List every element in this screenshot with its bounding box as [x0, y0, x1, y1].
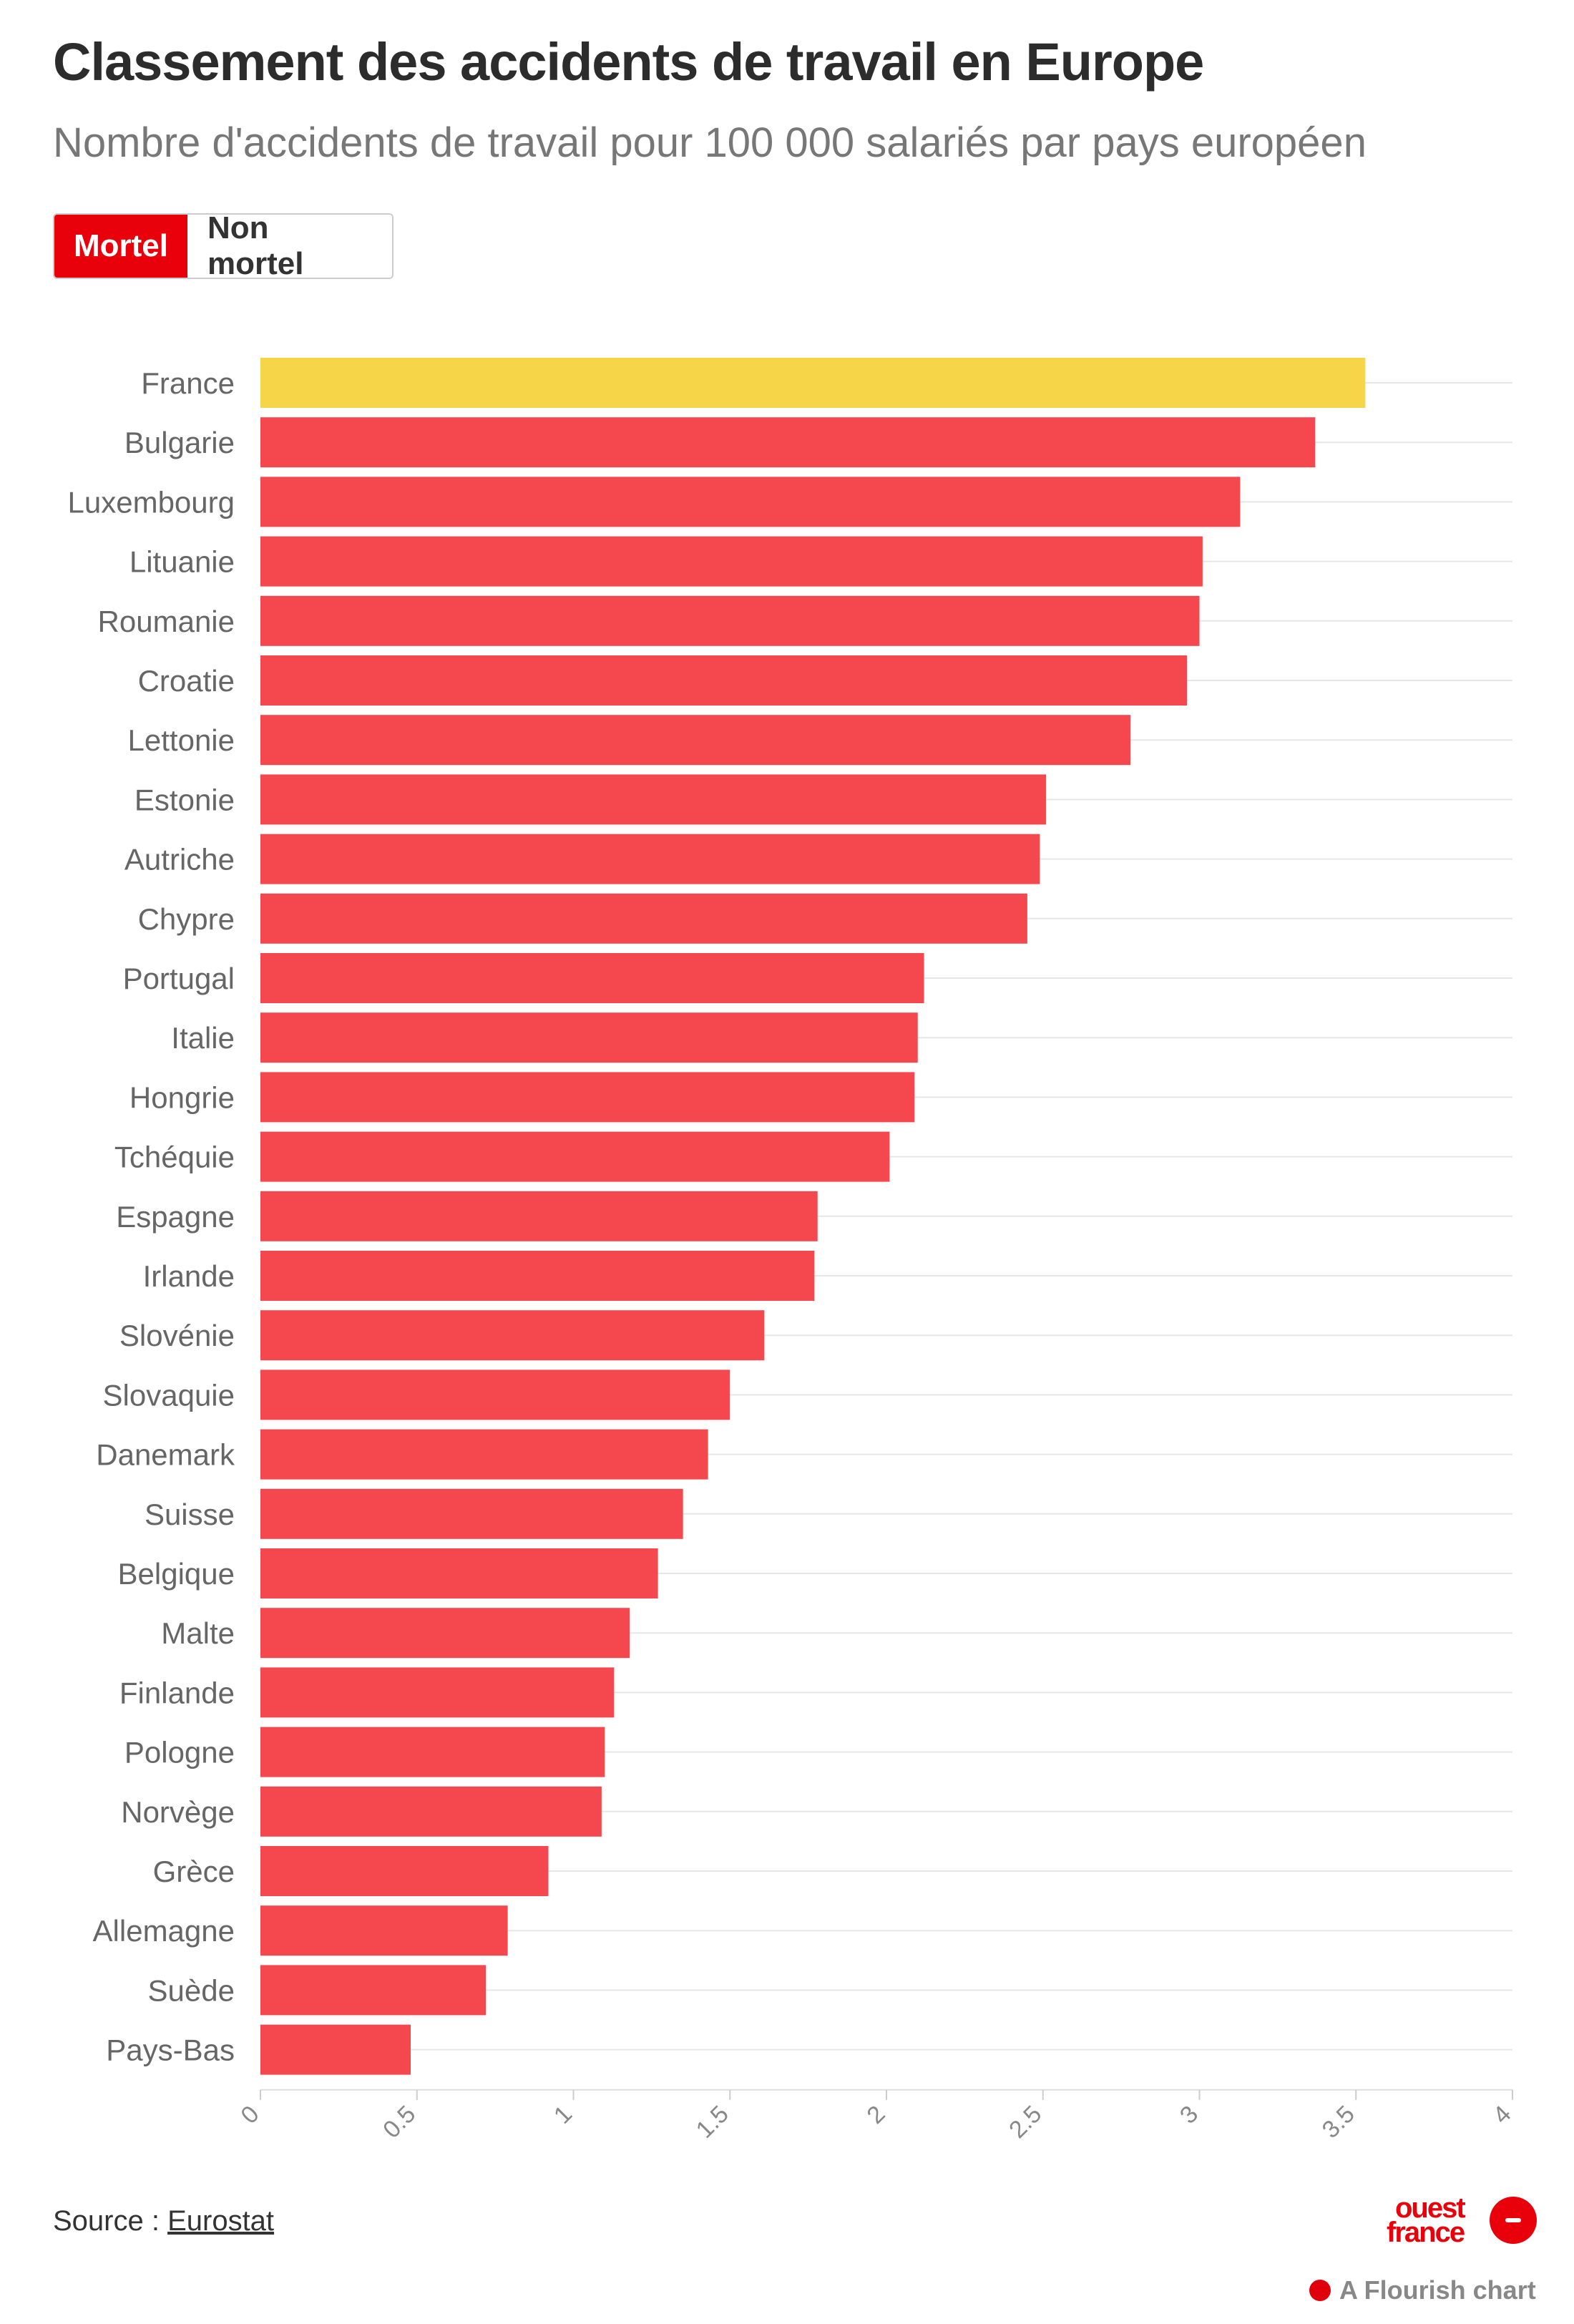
category-label: Norvège: [121, 1795, 235, 1829]
bar-slovaquie: [260, 1370, 730, 1420]
bar-norvège: [260, 1786, 602, 1837]
source-link[interactable]: Eurostat: [167, 2205, 275, 2237]
category-label: Autriche: [124, 843, 235, 877]
x-tick-label: 2: [861, 2101, 890, 2129]
bar-autriche: [260, 834, 1040, 884]
chart-title: Classement des accidents de travail en E…: [53, 32, 1204, 92]
bar-grèce: [260, 1846, 549, 1896]
bar-irlande: [260, 1251, 815, 1301]
category-label: Italie: [171, 1021, 235, 1055]
category-label: Slovaquie: [103, 1378, 235, 1412]
x-tick-label: 0.5: [378, 2101, 421, 2144]
category-label: Irlande: [143, 1259, 235, 1293]
bar-suisse: [260, 1488, 683, 1539]
bar-bulgarie: [260, 417, 1316, 468]
category-label: Tchéquie: [114, 1141, 235, 1174]
bar-roumanie: [260, 595, 1200, 646]
category-label: Finlande: [119, 1676, 235, 1709]
source-prefix: Source :: [53, 2205, 168, 2237]
category-label: Danemark: [96, 1438, 235, 1472]
bar-finlande: [260, 1667, 615, 1718]
bar-chart: France Bulgarie Luxembourg Lituanie Roumanie…: [68, 358, 1517, 2144]
flourish-credit[interactable]: A Flourish chart: [1309, 2275, 1536, 2305]
x-tick-label: 3: [1175, 2101, 1203, 2129]
category-label: Croatie: [138, 664, 235, 698]
category-label: Allemagne: [93, 1914, 235, 1948]
x-tick-label: 3.5: [1317, 2101, 1360, 2144]
category-label: Suède: [148, 1973, 235, 2007]
category-label: Espagne: [116, 1200, 235, 1234]
category-label: Portugal: [123, 962, 235, 995]
non-mortel-button[interactable]: Non mortel: [187, 215, 392, 278]
bar-croatie: [260, 655, 1187, 706]
category-label: Pays-Bas: [106, 2034, 235, 2067]
category-label: France: [141, 366, 235, 400]
bar-allemagne: [260, 1905, 508, 1956]
logo-word-2: france: [1387, 2217, 1465, 2248]
bar-lettonie: [260, 715, 1131, 766]
source-note: Source : Eurostat: [53, 2205, 274, 2237]
bar-suède: [260, 1965, 486, 2016]
x-tick-label: 0: [235, 2101, 264, 2129]
bar-portugal: [260, 953, 924, 1003]
bar-luxembourg: [260, 477, 1241, 527]
flourish-dot-icon: [1309, 2280, 1331, 2301]
category-label: Malte: [161, 1616, 235, 1650]
bar-belgique: [260, 1548, 658, 1598]
mortel-button[interactable]: Mortel: [54, 215, 187, 278]
x-tick-label: 2.5: [1004, 2101, 1047, 2144]
category-label: Slovénie: [119, 1319, 235, 1352]
category-label: Luxembourg: [68, 485, 235, 519]
bar-lituanie: [260, 536, 1203, 587]
chart-subtitle: Nombre d'accidents de travail pour 100 0…: [53, 119, 1367, 166]
bar-espagne: [260, 1191, 818, 1241]
mode-toggle: Mortel Non mortel: [53, 213, 394, 279]
category-label: Lituanie: [129, 545, 235, 579]
x-tick-label: 1.5: [691, 2101, 734, 2144]
category-label: Grèce: [153, 1855, 235, 1888]
category-label: Suisse: [145, 1498, 235, 1531]
bar-hongrie: [260, 1072, 915, 1123]
bar-malte: [260, 1608, 630, 1659]
x-tick-label: 1: [549, 2101, 577, 2129]
logo-circle-icon: [1490, 2197, 1537, 2244]
category-label: Lettonie: [128, 723, 235, 757]
x-tick-label: 4: [1487, 2101, 1516, 2129]
bar-chypre: [260, 893, 1027, 944]
category-label: Estonie: [135, 783, 235, 816]
bar-france: [260, 358, 1366, 408]
category-label: Hongrie: [129, 1080, 235, 1114]
bar-estonie: [260, 774, 1047, 825]
ouest-france-logo: ouest france: [1381, 2189, 1538, 2254]
category-label: Roumanie: [98, 605, 235, 638]
bar-italie: [260, 1012, 918, 1063]
bar-pologne: [260, 1727, 605, 1777]
logo-word-1: ouest: [1395, 2192, 1466, 2224]
bar-slovénie: [260, 1310, 765, 1361]
flourish-label: A Flourish chart: [1339, 2275, 1536, 2305]
bar-danemark: [260, 1429, 708, 1480]
category-label: Bulgarie: [124, 426, 235, 459]
category-label: Belgique: [118, 1557, 235, 1591]
bar-pays-bas: [260, 2024, 411, 2075]
category-label: Pologne: [124, 1736, 235, 1769]
bar-tchéquie: [260, 1131, 890, 1182]
category-label: Chypre: [138, 902, 235, 936]
